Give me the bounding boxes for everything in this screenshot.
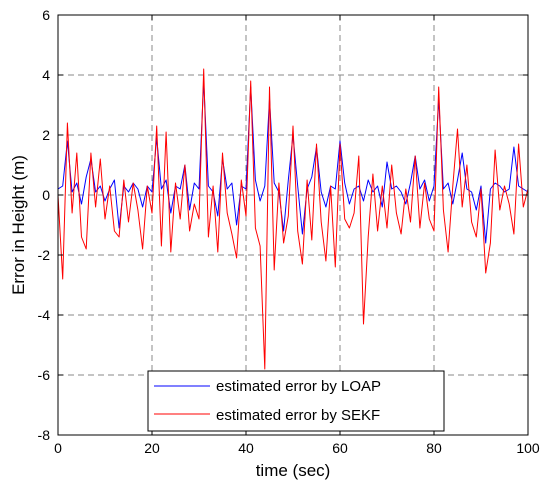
y-axis-label: Error in Height (m) <box>9 155 28 295</box>
legend-label-loap: estimated error by LOAP <box>216 378 381 395</box>
y-tick-label: -2 <box>38 247 51 263</box>
y-tick-label: 4 <box>42 67 50 83</box>
y-tick-label: 6 <box>42 7 50 23</box>
x-tick-label: 60 <box>332 440 348 456</box>
x-tick-label: 20 <box>144 440 160 456</box>
legend: estimated error by LOAP estimated error … <box>147 370 445 432</box>
y-tick-label: 2 <box>42 127 50 143</box>
legend-box <box>147 370 445 432</box>
series-line-1 <box>57 68 529 370</box>
x-tick-label: 80 <box>426 440 442 456</box>
plot-frame <box>57 14 529 436</box>
y-tick-label: 0 <box>42 187 50 203</box>
y-tick-label: -8 <box>38 427 51 443</box>
x-tick-label: 0 <box>54 440 62 456</box>
y-tick-label: -6 <box>38 367 51 383</box>
legend-label-sekf: estimated error by SEKF <box>216 407 380 424</box>
x-tick-label: 100 <box>516 440 540 456</box>
y-tick-label: -4 <box>38 307 51 323</box>
axis-ticks: 0 20 40 60 80 100 -8 -6 -4 -2 0 2 4 6 <box>38 7 540 456</box>
x-tick-label: 40 <box>238 440 254 456</box>
series-lines <box>57 68 529 370</box>
x-axis-label: time (sec) <box>256 461 331 480</box>
